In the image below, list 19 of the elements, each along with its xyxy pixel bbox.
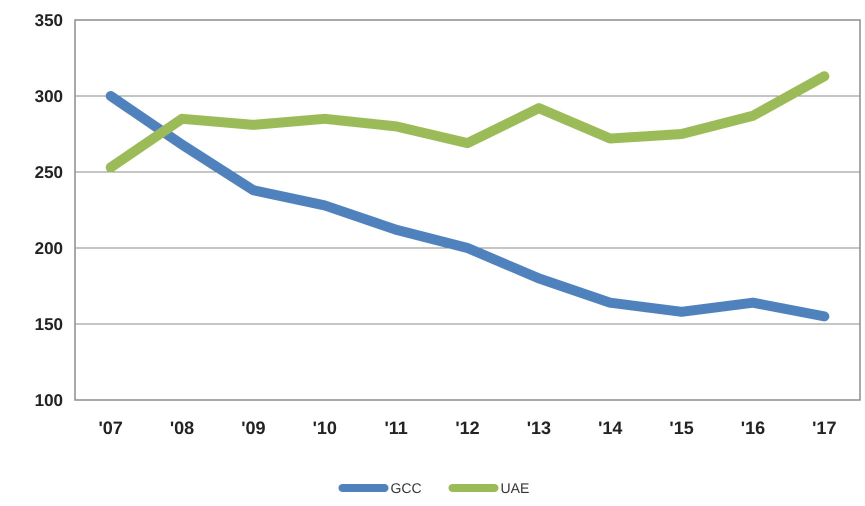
y-tick-label: 250 bbox=[34, 162, 63, 182]
y-tick-label: 350 bbox=[34, 10, 63, 30]
x-tick-label: '13 bbox=[526, 418, 552, 438]
x-tick-label: '12 bbox=[455, 418, 480, 438]
x-tick-label: '17 bbox=[812, 418, 836, 438]
x-tick-label: '08 bbox=[170, 418, 194, 438]
x-tick-label: '09 bbox=[241, 418, 266, 438]
legend-label: UAE bbox=[500, 480, 530, 496]
y-tick-label: 300 bbox=[34, 86, 63, 106]
x-tick-label: '10 bbox=[312, 418, 337, 438]
x-tick-label: '14 bbox=[598, 418, 622, 438]
y-tick-label: 200 bbox=[34, 238, 63, 258]
x-tick-label: '11 bbox=[384, 418, 408, 438]
y-tick-label: 100 bbox=[34, 390, 63, 410]
x-tick-label: '15 bbox=[669, 418, 694, 438]
x-tick-label: '16 bbox=[740, 418, 766, 438]
x-tick-label: '07 bbox=[98, 418, 123, 438]
legend-label: GCC bbox=[390, 480, 422, 496]
y-tick-label: 150 bbox=[34, 314, 63, 334]
